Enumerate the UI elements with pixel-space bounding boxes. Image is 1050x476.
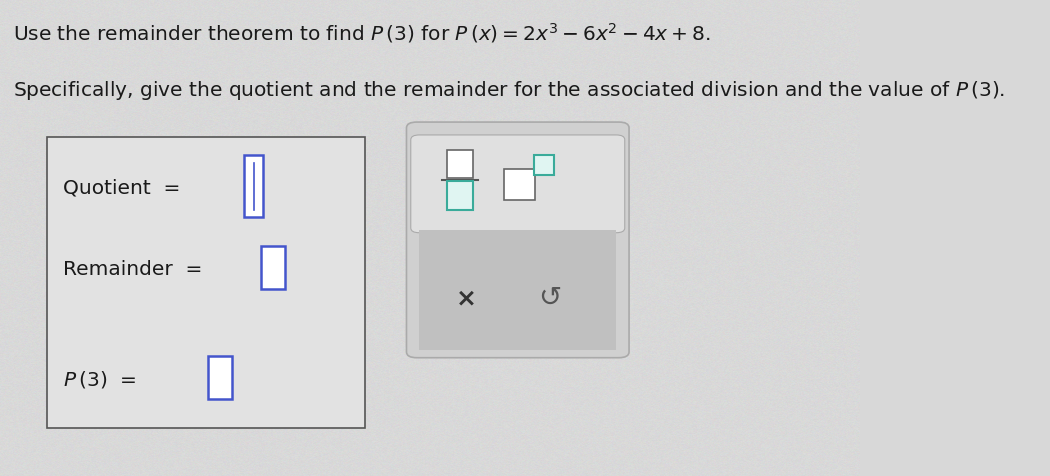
FancyBboxPatch shape (47, 138, 365, 428)
Text: Use the remainder theorem to find $P\,(3)$ for $P\,(x)=2x^3-6x^2-4x+8$.: Use the remainder theorem to find $P\,(3… (13, 21, 711, 45)
Text: ×: × (456, 286, 477, 309)
FancyBboxPatch shape (447, 150, 473, 179)
Text: $P\,(3)$  =: $P\,(3)$ = (63, 368, 136, 389)
Text: Specifically, give the quotient and the remainder for the associated division an: Specifically, give the quotient and the … (13, 79, 1005, 101)
FancyBboxPatch shape (406, 123, 629, 358)
FancyBboxPatch shape (208, 356, 232, 399)
Text: Remainder  =: Remainder = (63, 259, 202, 278)
Text: ↺: ↺ (539, 284, 562, 311)
FancyBboxPatch shape (533, 155, 554, 176)
FancyBboxPatch shape (504, 169, 534, 200)
FancyBboxPatch shape (244, 156, 262, 218)
FancyBboxPatch shape (411, 136, 625, 233)
Text: Quotient  =: Quotient = (63, 178, 181, 198)
Bar (419, 231, 616, 350)
FancyBboxPatch shape (447, 182, 473, 210)
FancyBboxPatch shape (261, 247, 286, 289)
